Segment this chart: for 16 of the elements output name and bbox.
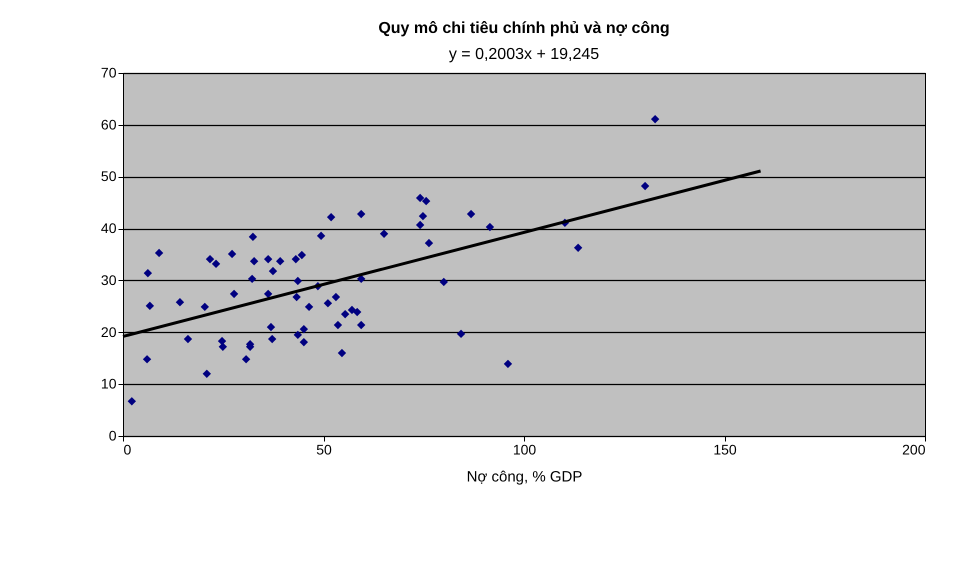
- chart-title: Quy mô chi tiêu chính phủ và nợ công: [378, 20, 670, 37]
- y-tick-label: 0: [108, 428, 117, 444]
- x-tick-label: 200: [902, 442, 926, 458]
- y-tick-label: 70: [100, 64, 117, 80]
- y-tick-label: 40: [100, 220, 117, 236]
- y-tick-label: 20: [100, 324, 117, 340]
- x-tick-label: 50: [316, 442, 332, 458]
- x-tick-label: 150: [713, 442, 737, 458]
- y-tick-label: 30: [100, 272, 117, 288]
- y-tick-label: 60: [100, 116, 117, 132]
- x-tick-label: 0: [124, 442, 132, 458]
- x-axis-title: Nợ công, % GDP: [466, 468, 582, 486]
- y-tick-label: 50: [100, 168, 117, 184]
- x-tick-label: 100: [512, 442, 536, 458]
- y-tick-label: 10: [100, 376, 117, 392]
- text: y = 0,2003x + 19,245: [448, 46, 600, 63]
